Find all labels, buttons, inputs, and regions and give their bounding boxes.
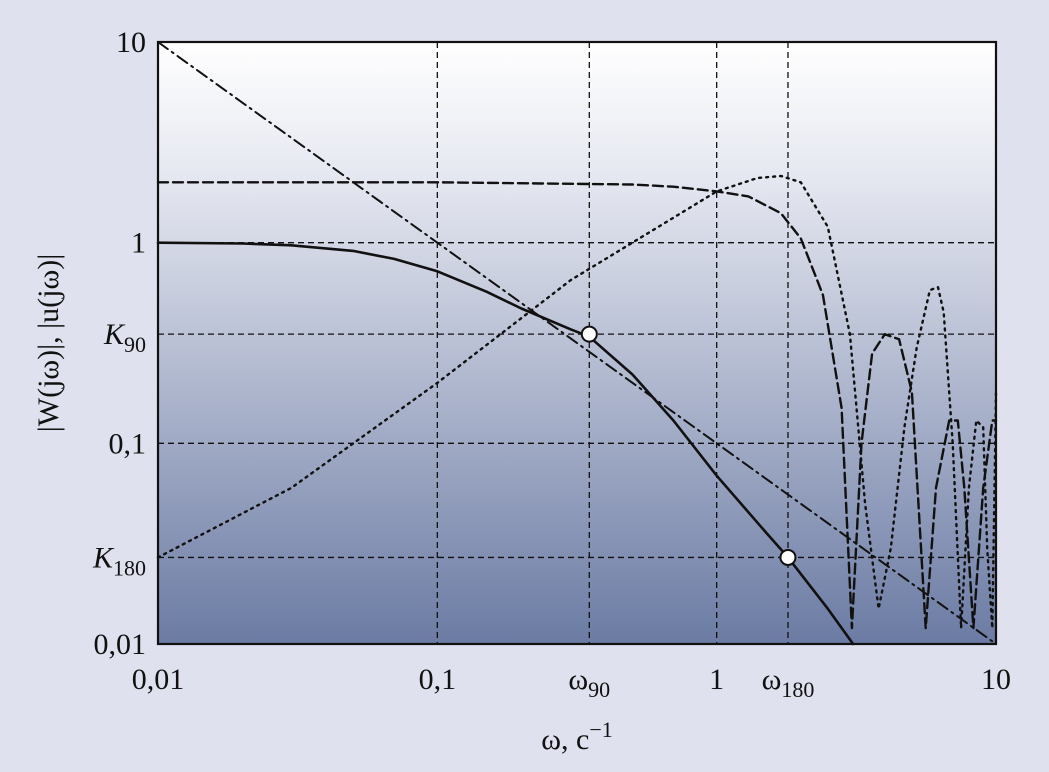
marker-point-1 — [779, 548, 797, 566]
x-tick-label-subscript: 90 — [588, 677, 610, 702]
plot-frame — [156, 40, 998, 646]
y-tick-label-1: 1 — [131, 227, 146, 260]
y-tick-label-subscript: 90 — [124, 332, 146, 357]
x-tick-label-text: 10 — [981, 663, 1011, 696]
x-tick-label-2: ω90 — [568, 663, 610, 702]
y-tick-label-5: 0,01 — [94, 628, 147, 661]
y-tick-label-text: K — [103, 318, 126, 351]
x-tick-labels: 0,01 0,1 ω90 1 ω180 10 — [132, 663, 1011, 702]
series-line-solid — [156, 241, 855, 646]
x-tick-label-text: ω — [568, 663, 588, 696]
series-line-dashdot — [157, 41, 997, 645]
series-line-dotted — [156, 174, 998, 630]
x-tick-label-1: 0,1 — [419, 663, 457, 696]
y-tick-label-3: 0,1 — [109, 427, 147, 460]
x-tick-label-0: 0,01 — [132, 663, 185, 696]
x-axis-label-main: ω, с — [541, 723, 589, 756]
y-tick-label-text: 0,01 — [94, 628, 147, 661]
y-tick-label-0: 10 — [116, 26, 146, 59]
x-tick-label-subscript: 180 — [781, 677, 814, 702]
marker-point-0 — [580, 325, 598, 343]
curves — [156, 41, 998, 646]
x-tick-label-text: 0,1 — [419, 663, 457, 696]
x-tick-label-4: ω180 — [762, 663, 815, 702]
y-tick-label-4: K180 — [92, 541, 146, 580]
x-axis-label-exponent: −1 — [589, 717, 612, 742]
x-tick-label-5: 10 — [981, 663, 1011, 696]
x-tick-label-3: 1 — [709, 663, 724, 696]
y-tick-label-text: 1 — [131, 227, 146, 260]
y-tick-label-2: K90 — [103, 318, 146, 357]
y-axis-label: |W(jω)|, |u(jω)| — [32, 254, 65, 432]
x-tick-label-text: ω — [762, 663, 782, 696]
x-tick-label-text: 0,01 — [132, 663, 185, 696]
x-tick-label-text: 1 — [709, 663, 724, 696]
markers — [580, 325, 797, 566]
y-tick-label-subscript: 180 — [113, 555, 146, 580]
y-tick-label-text: 0,1 — [109, 427, 147, 460]
y-tick-label-text: 10 — [116, 26, 146, 59]
x-axis-label: ω, с−1 — [541, 717, 612, 756]
y-tick-label-text: K — [92, 541, 115, 574]
series-line-dashed — [156, 181, 998, 630]
